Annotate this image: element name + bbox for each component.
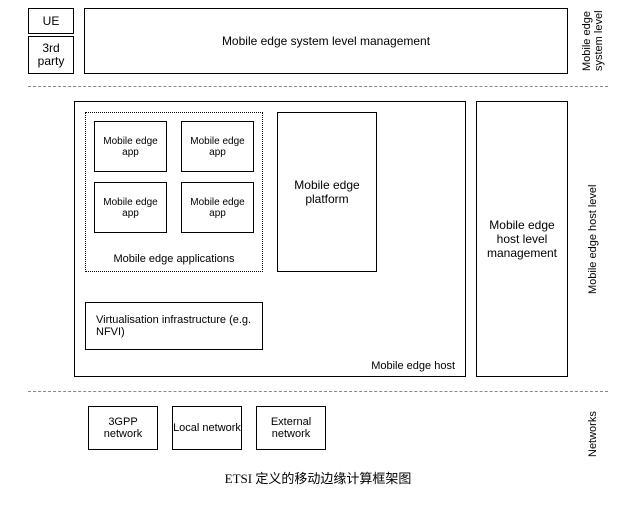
host-box: Mobile edge app Mobile edge app Mobile e… [74, 101, 466, 377]
app-box-3: Mobile edge app [94, 182, 167, 233]
network-local-label: Local network [173, 422, 241, 434]
virt-box: Virtualisation infrastructure (e.g. NFVI… [85, 302, 263, 350]
separator-2 [28, 391, 608, 392]
third-party-label: 3rd party [29, 42, 73, 68]
virt-label: Virtualisation infrastructure (e.g. NFVI… [96, 314, 252, 338]
platform-label: Mobile edge platform [278, 178, 376, 206]
ue-box: UE [28, 8, 74, 34]
app-box-1-label: Mobile edge app [95, 136, 166, 158]
host-level-sidelabel: Mobile edge host level [578, 101, 608, 377]
host-mgmt-box: Mobile edge host level management [476, 101, 568, 377]
host-box-label: Mobile edge host [371, 360, 455, 372]
system-mgmt-label: Mobile edge system level management [222, 34, 430, 48]
app-box-2: Mobile edge app [181, 121, 254, 172]
platform-box: Mobile edge platform [277, 112, 377, 272]
app-box-3-label: Mobile edge app [95, 197, 166, 219]
app-box-4: Mobile edge app [181, 182, 254, 233]
network-external-label: External network [257, 416, 325, 440]
app-box-2-label: Mobile edge app [182, 136, 253, 158]
system-level-row: UE 3rd party Mobile edge system level ma… [28, 8, 608, 74]
network-3gpp-label: 3GPP network [89, 416, 157, 440]
caption: ETSI 定义的移动边缘计算框架图 [28, 468, 608, 487]
networks-list: 3GPP network Local network External netw… [88, 406, 326, 462]
apps-group: Mobile edge app Mobile edge app Mobile e… [85, 112, 263, 272]
network-local: Local network [172, 406, 242, 450]
diagram-root: UE 3rd party Mobile edge system level ma… [28, 8, 608, 487]
system-level-sidelabel: Mobile edge system level [578, 8, 608, 74]
apps-grid: Mobile edge app Mobile edge app Mobile e… [94, 121, 254, 233]
networks-row: 3GPP network Local network External netw… [28, 406, 608, 462]
system-level-leftcol: UE 3rd party [28, 8, 74, 74]
apps-group-label: Mobile edge applications [86, 253, 262, 265]
separator-1 [28, 86, 608, 87]
host-level-row: Mobile edge app Mobile edge app Mobile e… [28, 101, 608, 377]
ue-label: UE [43, 14, 60, 28]
host-mgmt-label: Mobile edge host level management [483, 218, 561, 260]
system-mgmt-box: Mobile edge system level management [84, 8, 568, 74]
networks-sidelabel: Networks [578, 406, 608, 462]
app-box-1: Mobile edge app [94, 121, 167, 172]
app-box-4-label: Mobile edge app [182, 197, 253, 219]
third-party-box: 3rd party [28, 36, 74, 74]
network-external: External network [256, 406, 326, 450]
network-3gpp: 3GPP network [88, 406, 158, 450]
